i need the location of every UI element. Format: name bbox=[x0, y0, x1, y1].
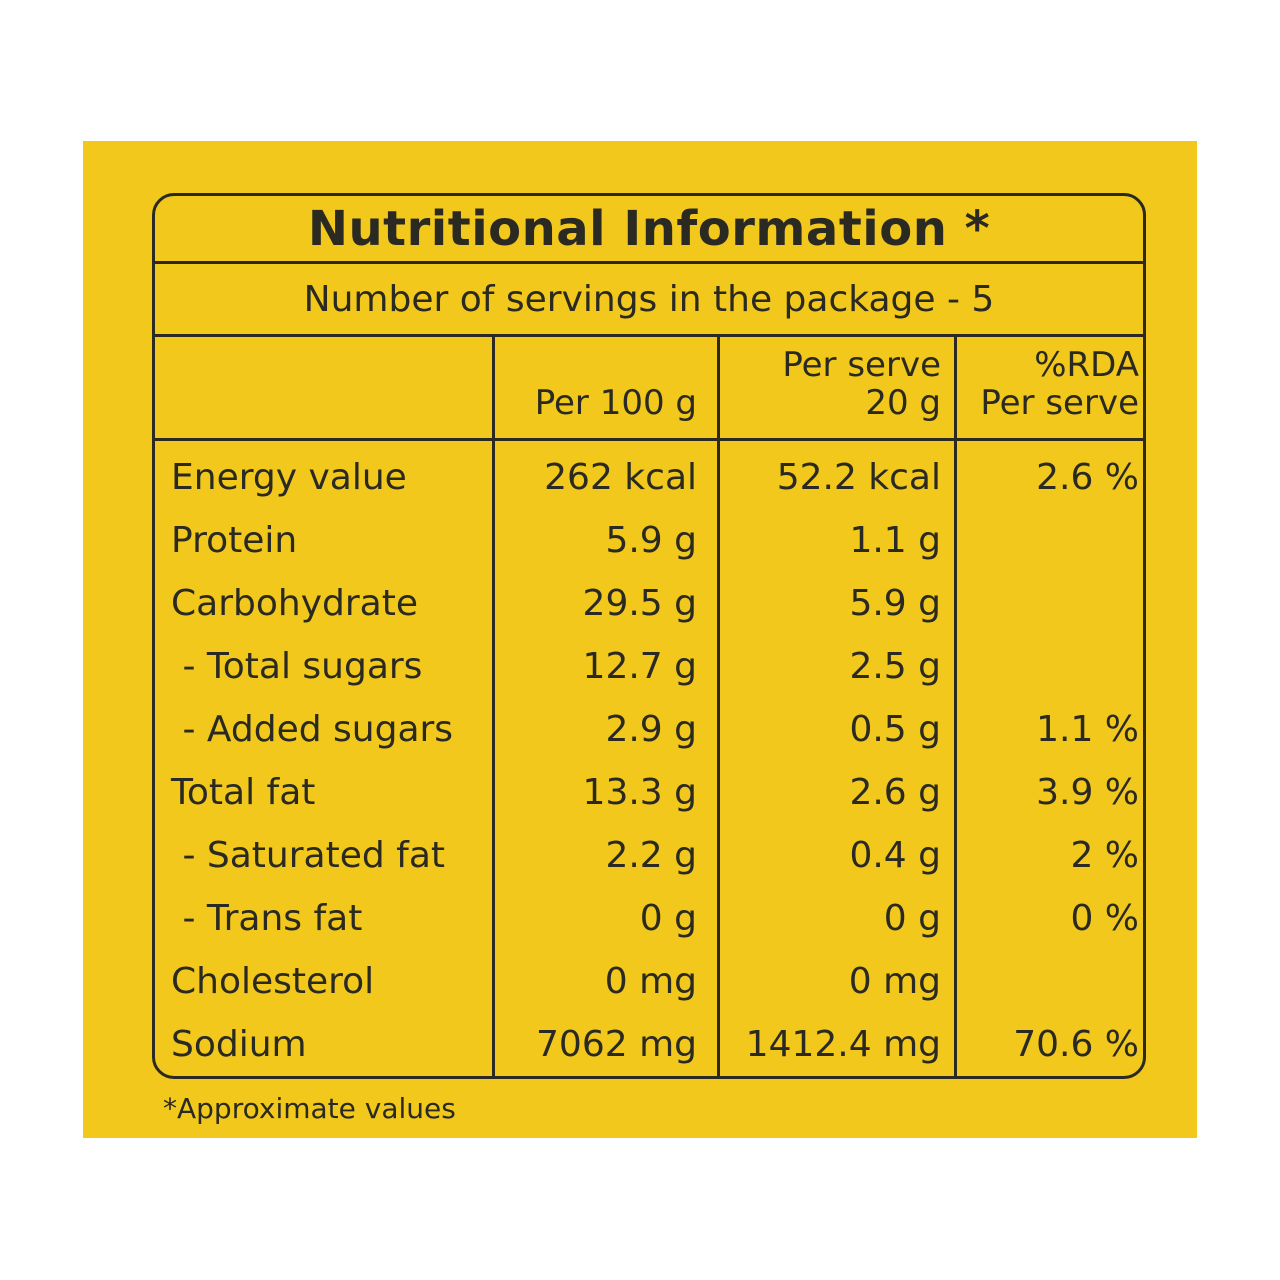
header-rda-line2: Per serve bbox=[980, 383, 1139, 423]
column-divider bbox=[717, 337, 720, 1076]
header-per-100g: Per 100 g bbox=[495, 337, 717, 438]
table-row: Carbohydrate 29.5 g 5.9 g bbox=[155, 572, 1143, 635]
nutrient-name: - Saturated fat bbox=[171, 835, 445, 876]
header-per-serve-line2: 20 g bbox=[865, 383, 941, 423]
nutrient-rows: Energy value 262 kcal 52.2 kcal 2.6 % Pr… bbox=[155, 446, 1143, 1076]
value-per-100g: 12.7 g bbox=[582, 646, 697, 687]
value-per-100g: 0 mg bbox=[604, 961, 697, 1002]
value-per-serve: 5.9 g bbox=[849, 583, 941, 624]
value-rda bbox=[958, 509, 1143, 572]
nutrient-name: - Added sugars bbox=[171, 709, 454, 750]
nutrient-name: - Trans fat bbox=[171, 898, 363, 939]
value-rda bbox=[958, 950, 1143, 1013]
value-rda: 0 % bbox=[1070, 898, 1139, 939]
value-per-100g: 7062 mg bbox=[536, 1024, 697, 1065]
value-per-serve: 1412.4 mg bbox=[745, 1024, 941, 1065]
column-divider bbox=[954, 337, 957, 1076]
value-rda: 2.6 % bbox=[1036, 457, 1139, 498]
nutrient-name: Protein bbox=[171, 520, 298, 561]
header-per-100g-label: Per 100 g bbox=[534, 383, 697, 423]
table-row: Total fat 13.3 g 2.6 g 3.9 % bbox=[155, 761, 1143, 824]
table-row: Sodium 7062 mg 1412.4 mg 70.6 % bbox=[155, 1013, 1143, 1076]
servings-info: Number of servings in the package - 5 bbox=[155, 264, 1143, 337]
header-per-serve: Per serve 20 g bbox=[720, 337, 955, 438]
table-row: - Trans fat 0 g 0 g 0 % bbox=[155, 887, 1143, 950]
nutrient-name: Sodium bbox=[171, 1024, 307, 1065]
table-row: - Added sugars 2.9 g 0.5 g 1.1 % bbox=[155, 698, 1143, 761]
table-row: Protein 5.9 g 1.1 g bbox=[155, 509, 1143, 572]
nutrition-table: Nutritional Information * Number of serv… bbox=[152, 193, 1146, 1079]
value-per-serve: 0.4 g bbox=[849, 835, 941, 876]
value-rda bbox=[958, 635, 1143, 698]
table-title: Nutritional Information * bbox=[155, 196, 1143, 264]
nutrient-name: Carbohydrate bbox=[171, 583, 418, 624]
value-per-100g: 5.9 g bbox=[605, 520, 697, 561]
value-rda: 2 % bbox=[1070, 835, 1139, 876]
value-rda: 70.6 % bbox=[1013, 1024, 1139, 1065]
nutrient-name: Total fat bbox=[171, 772, 316, 813]
table-row: - Total sugars 12.7 g 2.5 g bbox=[155, 635, 1143, 698]
footnote: *Approximate values bbox=[163, 1092, 456, 1125]
header-rda-line1: %RDA bbox=[1034, 345, 1139, 385]
value-per-serve: 52.2 kcal bbox=[776, 457, 941, 498]
table-row: Cholesterol 0 mg 0 mg bbox=[155, 950, 1143, 1013]
value-per-serve: 0 mg bbox=[848, 961, 941, 1002]
header-per-serve-line1: Per serve bbox=[782, 345, 941, 385]
value-per-100g: 2.9 g bbox=[605, 709, 697, 750]
value-per-serve: 2.5 g bbox=[849, 646, 941, 687]
value-rda bbox=[958, 572, 1143, 635]
table-row: Energy value 262 kcal 52.2 kcal 2.6 % bbox=[155, 446, 1143, 509]
label-panel bbox=[83, 141, 1197, 1138]
value-rda: 1.1 % bbox=[1036, 709, 1139, 750]
nutrient-name: Cholesterol bbox=[171, 961, 375, 1002]
table-row: - Saturated fat 2.2 g 0.4 g 2 % bbox=[155, 824, 1143, 887]
value-per-100g: 262 kcal bbox=[544, 457, 697, 498]
value-per-100g: 2.2 g bbox=[605, 835, 697, 876]
header-divider bbox=[155, 438, 1143, 441]
value-per-serve: 0 g bbox=[883, 898, 941, 939]
nutrient-name: Energy value bbox=[171, 457, 407, 498]
value-per-serve: 0.5 g bbox=[849, 709, 941, 750]
value-rda: 3.9 % bbox=[1036, 772, 1139, 813]
value-per-serve: 1.1 g bbox=[849, 520, 941, 561]
value-per-100g: 0 g bbox=[639, 898, 697, 939]
value-per-serve: 2.6 g bbox=[849, 772, 941, 813]
nutrient-name: - Total sugars bbox=[171, 646, 423, 687]
value-per-100g: 13.3 g bbox=[582, 772, 697, 813]
column-divider bbox=[492, 337, 495, 1076]
value-per-100g: 29.5 g bbox=[582, 583, 697, 624]
header-rda: %RDA Per serve bbox=[958, 337, 1143, 438]
